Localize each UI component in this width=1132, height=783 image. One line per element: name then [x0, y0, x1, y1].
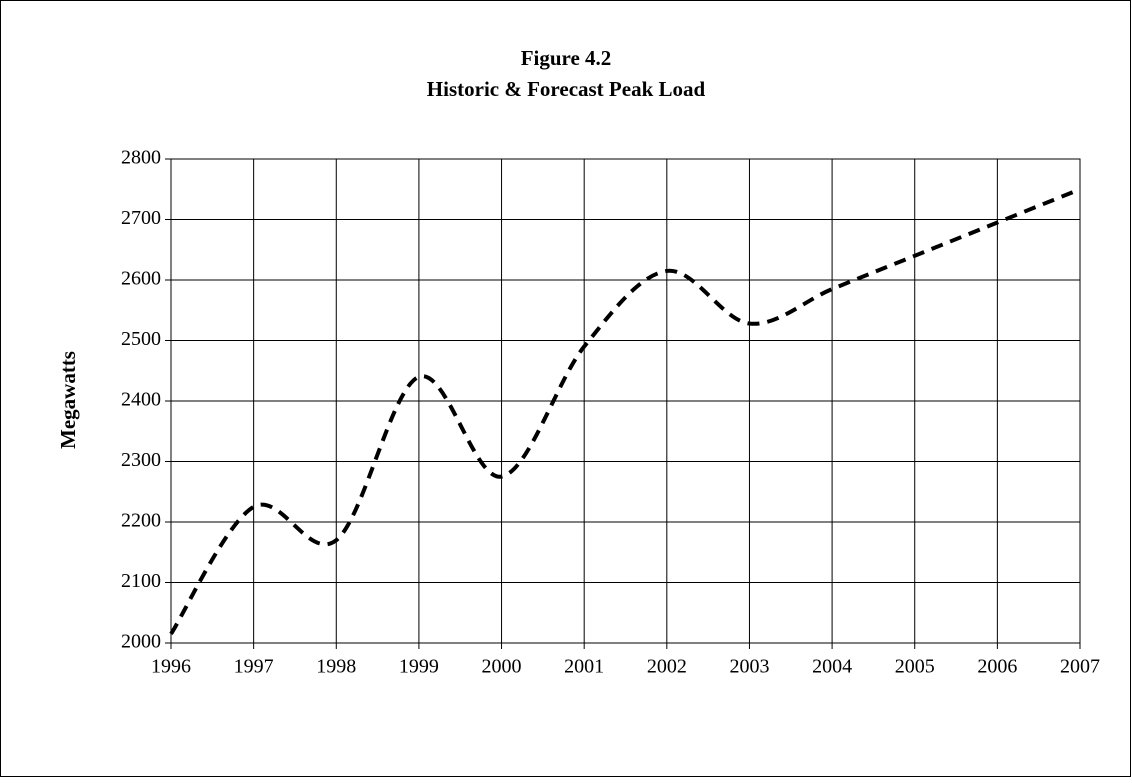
- y-tick-label: 2000: [121, 631, 161, 653]
- x-tick-label: 2000: [482, 656, 522, 678]
- x-tick-label: 2007: [1060, 656, 1100, 678]
- y-tick-label: 2300: [121, 449, 161, 471]
- x-tick-label: 2005: [895, 656, 935, 678]
- y-tick-label: 2600: [121, 268, 161, 290]
- x-tick-label: 2003: [729, 656, 769, 678]
- y-tick-label: 2400: [121, 389, 161, 411]
- y-tick-label: 2800: [121, 147, 161, 169]
- chart-title: Figure 4.2: [521, 46, 612, 70]
- x-tick-label: 2001: [564, 656, 604, 678]
- x-tick-label: 2006: [977, 656, 1017, 678]
- x-tick-label: 1997: [234, 656, 274, 678]
- y-tick-label: 2100: [121, 570, 161, 592]
- y-tick-label: 2700: [121, 207, 161, 229]
- x-tick-label: 1996: [151, 656, 191, 678]
- chart-subtitle: Historic & Forecast Peak Load: [427, 77, 706, 101]
- x-tick-label: 1999: [399, 656, 439, 678]
- series-line: [169, 187, 1081, 636]
- y-axis-label: Megawatts: [56, 351, 80, 449]
- x-tick-label: 2004: [812, 656, 852, 678]
- y-tick-label: 2500: [121, 328, 161, 350]
- x-tick-label: 1998: [316, 656, 356, 678]
- x-tick-label: 2002: [647, 656, 687, 678]
- y-tick-label: 2200: [121, 510, 161, 532]
